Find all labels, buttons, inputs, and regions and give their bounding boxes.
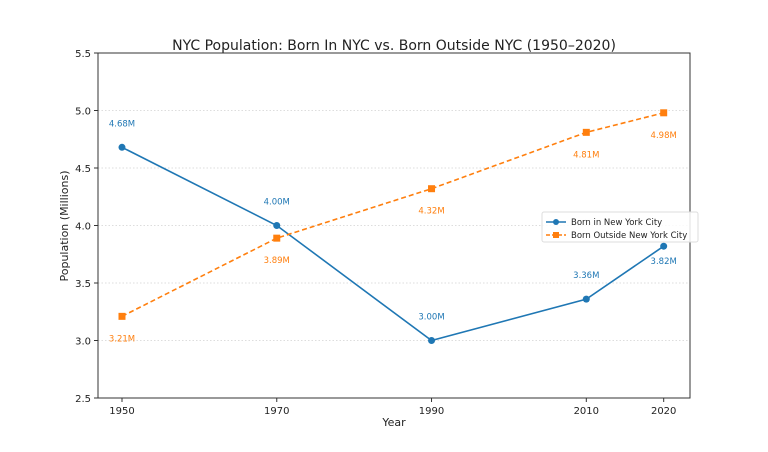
born-outside-nyc-data-label: 4.32M [418, 207, 444, 217]
born-in-nyc-data-label: 4.00M [264, 198, 290, 208]
born-in-nyc-line [121, 146, 665, 342]
born-in-nyc-point [273, 222, 281, 229]
born-in-nyc-data-label: 3.82M [651, 257, 677, 267]
x-tick-label: 1990 [419, 406, 444, 417]
born-outside-nyc-point [273, 234, 281, 242]
legend-label-born-in-nyc: Born in New York City [571, 218, 662, 228]
born-outside-nyc-data-label: 3.89M [264, 256, 290, 266]
legend-label-born-outside-nyc: Born Outside New York City [571, 231, 687, 241]
legend-marker-born-outside-nyc [553, 232, 559, 238]
x-tick-label: 2020 [651, 406, 676, 417]
born-in-nyc-point [660, 242, 668, 250]
born-in-nyc-point [582, 295, 590, 303]
y-tick-label: 2.5 [75, 394, 91, 405]
x-axis-label: Year [381, 416, 406, 429]
chart-title: NYC Population: Born In NYC vs. Born Out… [172, 38, 616, 54]
born-outside-nyc-data-label: 4.81M [573, 150, 599, 160]
x-tick-label: 2010 [574, 406, 599, 417]
born-outside-nyc-point [660, 109, 668, 117]
x-tick-label: 1970 [264, 406, 289, 417]
born-in-nyc-data-label: 4.68M [109, 119, 135, 129]
born-outside-nyc-point [428, 185, 436, 193]
legend: Born in New York City Born Outside New Yo… [541, 211, 699, 243]
born-in-nyc-data-label: 3.36M [573, 271, 599, 281]
legend-box [541, 211, 699, 243]
born-in-nyc-data-label: 3.00M [418, 313, 444, 323]
y-tick-label: 3.0 [75, 337, 91, 348]
legend-marker-born-in-nyc [553, 219, 559, 225]
born-outside-nyc-line [121, 112, 664, 318]
y-axis-label: Population (Millions) [58, 170, 71, 281]
born-outside-nyc-point [118, 312, 126, 320]
y-tick-label: 5.0 [75, 107, 91, 118]
born-outside-nyc-point [582, 128, 590, 136]
born-outside-nyc-data-label: 3.21M [109, 334, 135, 344]
y-tick-label: 5.5 [75, 49, 91, 60]
x-tick-label: 1950 [109, 406, 134, 417]
y-tick-label: 4.0 [75, 222, 91, 233]
born-in-nyc-point [428, 337, 436, 344]
y-tick-label: 3.5 [75, 279, 91, 290]
born-outside-nyc-data-label: 4.98M [651, 131, 677, 141]
born-in-nyc-point [118, 143, 126, 151]
y-tick-label: 4.5 [75, 164, 91, 175]
